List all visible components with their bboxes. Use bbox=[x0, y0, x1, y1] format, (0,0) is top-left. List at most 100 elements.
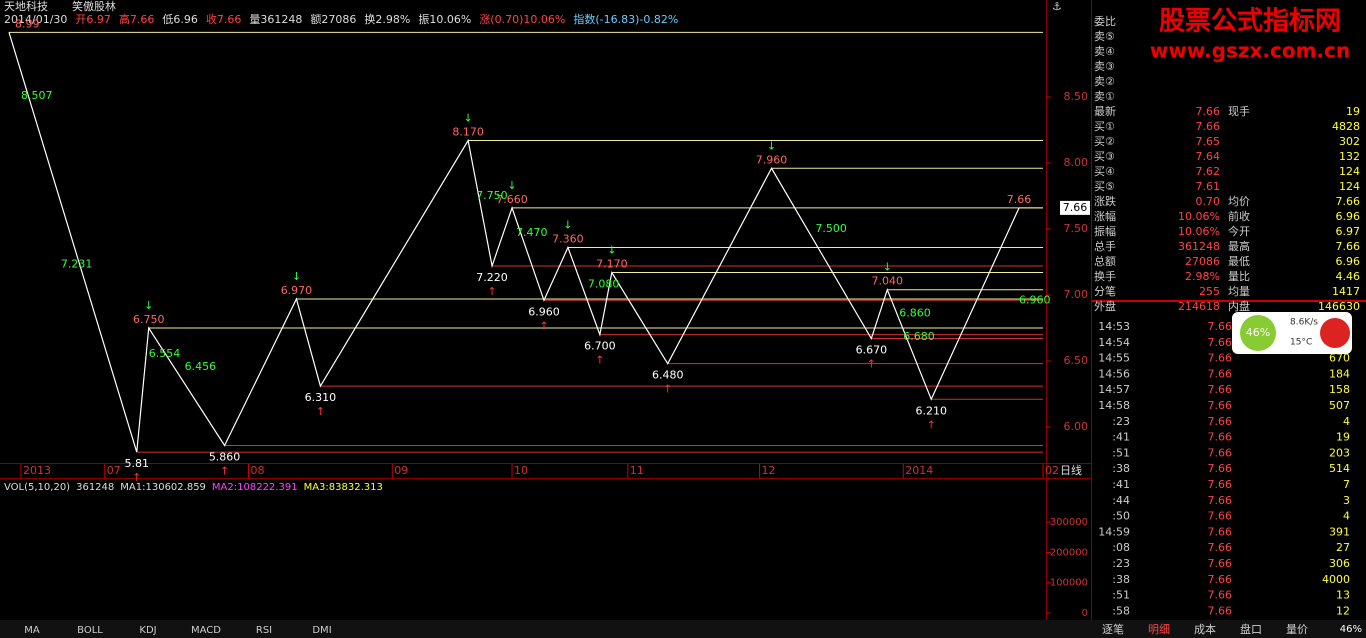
book-value: 255 bbox=[1199, 285, 1220, 298]
book-label: 买② bbox=[1094, 135, 1115, 148]
book-label: 最低 bbox=[1228, 255, 1250, 268]
book-label: 外盘 bbox=[1094, 299, 1116, 313]
header-item: 高7.66 bbox=[119, 12, 155, 26]
buy-arrow: ↑ bbox=[132, 471, 141, 484]
trade-price: 7.66 bbox=[1208, 462, 1233, 475]
vertex-label: 6.960 bbox=[528, 305, 560, 318]
book-label: 买① bbox=[1094, 120, 1115, 133]
book-label: 卖① bbox=[1094, 90, 1115, 103]
book-label: 买⑤ bbox=[1094, 180, 1115, 193]
volume-legend: MA1:130602.859 bbox=[120, 482, 206, 493]
trade-time: :51 bbox=[1112, 589, 1130, 602]
header-item: 开6.97 bbox=[75, 13, 111, 26]
indicator-tab[interactable]: DMI bbox=[312, 625, 331, 636]
book-label: 总手 bbox=[1094, 239, 1116, 253]
annotation: 7.080 bbox=[588, 277, 620, 290]
trade-volume: 13 bbox=[1336, 589, 1350, 602]
trade-price: 7.66 bbox=[1208, 367, 1233, 380]
header-item: 量361248 bbox=[249, 13, 302, 26]
buy-arrow: ↑ bbox=[220, 464, 229, 477]
book-label: 现手 bbox=[1228, 104, 1250, 118]
indicator-tab[interactable]: KDJ bbox=[139, 625, 156, 636]
book-label: 均价 bbox=[1228, 195, 1250, 208]
divider bbox=[1046, 0, 1047, 620]
trade-time: 14:59 bbox=[1098, 525, 1130, 538]
indicator-tab[interactable]: MACD bbox=[191, 625, 221, 636]
vertex-label: 8.170 bbox=[452, 126, 484, 139]
price-tag-label: 7.66 bbox=[1063, 201, 1088, 214]
trade-price: 7.66 bbox=[1208, 589, 1233, 602]
book-label: 最新 bbox=[1094, 104, 1116, 118]
volume-tick-label: 100000 bbox=[1050, 578, 1088, 589]
volume-legend: 361248 bbox=[76, 482, 114, 493]
price-tag bbox=[1060, 200, 1090, 215]
book-label: 卖⑤ bbox=[1094, 30, 1115, 43]
book-value: 214618 bbox=[1178, 300, 1220, 313]
side-tab[interactable]: 盘口 bbox=[1240, 622, 1262, 636]
vertex-label: 7.66 bbox=[1007, 193, 1032, 206]
indicator-tab[interactable]: RSI bbox=[256, 625, 272, 636]
y-tick-label: 8.50 bbox=[1064, 90, 1089, 103]
header-item: 涨(0.70)10.06% bbox=[479, 13, 565, 26]
trade-volume: 27 bbox=[1336, 541, 1350, 554]
book-label: 前收 bbox=[1228, 209, 1250, 223]
book-volume: 6.96 bbox=[1336, 255, 1361, 268]
trade-volume: 507 bbox=[1329, 399, 1350, 412]
trade-volume: 184 bbox=[1329, 367, 1350, 380]
trade-price: 7.66 bbox=[1208, 431, 1233, 444]
book-volume: 7.66 bbox=[1336, 195, 1361, 208]
y-tick-label: 8.00 bbox=[1064, 156, 1089, 169]
corner-percent: 46% bbox=[1340, 624, 1362, 635]
book-volume: 19 bbox=[1346, 105, 1360, 118]
book-label: 委比 bbox=[1094, 15, 1116, 28]
indicator-tab[interactable]: MA bbox=[24, 625, 40, 636]
book-volume: 4828 bbox=[1332, 120, 1360, 133]
buy-arrow: ↑ bbox=[487, 285, 496, 298]
widget[interactable]: 46% 8.6K/s 15°C bbox=[1232, 312, 1352, 354]
buy-arrow: ↑ bbox=[663, 383, 672, 396]
book-label: 买③ bbox=[1094, 150, 1115, 163]
volume-legend: MA3:83832.313 bbox=[304, 482, 383, 493]
annotation: 6.680 bbox=[903, 330, 935, 343]
volume-tick-label: 0 bbox=[1082, 608, 1088, 619]
trade-price: 7.66 bbox=[1208, 557, 1233, 570]
y-tick-label: 7.00 bbox=[1064, 288, 1089, 301]
trade-volume: 203 bbox=[1329, 446, 1350, 459]
trade-time: :44 bbox=[1112, 494, 1130, 507]
vertex-label: 5.81 bbox=[124, 457, 149, 470]
book-label: 最高 bbox=[1228, 239, 1250, 253]
trade-price: 7.66 bbox=[1208, 541, 1233, 554]
side-tab[interactable]: 成本 bbox=[1194, 622, 1216, 636]
book-value: 10.06% bbox=[1178, 225, 1220, 238]
book-label: 涨跌 bbox=[1094, 194, 1116, 208]
annotation: 7.470 bbox=[516, 226, 548, 239]
side-tab[interactable]: 量价 bbox=[1286, 623, 1308, 636]
x-tick-label: 2013 bbox=[23, 464, 51, 477]
book-volume: 1417 bbox=[1332, 285, 1360, 298]
icon[interactable]: ⚓ bbox=[1052, 0, 1062, 13]
book-value: 2.98% bbox=[1185, 270, 1220, 283]
side-tab[interactable]: 明细 bbox=[1148, 623, 1170, 636]
trade-volume: 4000 bbox=[1322, 573, 1350, 586]
book-label: 总额 bbox=[1094, 254, 1116, 268]
annotation: 6.860 bbox=[899, 306, 931, 319]
buy-arrow: ↑ bbox=[316, 405, 325, 418]
vertex-label: 6.310 bbox=[305, 391, 337, 404]
side-tab[interactable]: 逐笔 bbox=[1102, 622, 1124, 636]
vertex-label: 7.220 bbox=[476, 271, 508, 284]
annotation: 8.507 bbox=[21, 89, 53, 102]
vertex-label: 7.660 bbox=[496, 193, 528, 206]
buy-arrow: ↑ bbox=[539, 319, 548, 332]
header-item: 振10.06% bbox=[418, 12, 471, 26]
annotation: 6.554 bbox=[149, 347, 181, 360]
trade-volume: 158 bbox=[1329, 383, 1350, 396]
widget-logo bbox=[1320, 318, 1350, 348]
trade-time: :50 bbox=[1112, 510, 1130, 523]
trade-price: 7.66 bbox=[1208, 320, 1233, 333]
sell-arrow: ↓ bbox=[563, 218, 572, 231]
trade-volume: 4 bbox=[1343, 415, 1350, 428]
indicator-tab[interactable]: BOLL bbox=[77, 625, 103, 636]
